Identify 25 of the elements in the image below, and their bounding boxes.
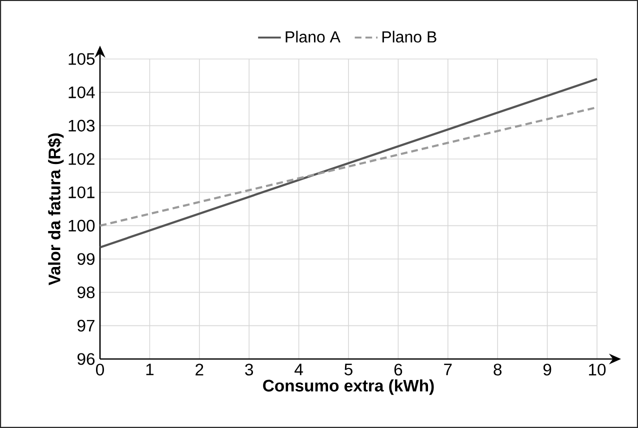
legend-label: Plano B [382,30,436,43]
y-tick-label: 105 [68,53,95,65]
x-tick-label: 10 [589,364,606,376]
x-tick-label: 8 [494,364,502,376]
x-tick-label: 6 [394,364,402,376]
y-tick-label: 103 [68,120,95,132]
y-tick-label: 104 [68,86,95,98]
x-tick-label: 1 [146,364,154,376]
y-axis-title: Valor da fatura (R$) [48,133,64,286]
x-tick-label: 2 [196,364,204,376]
x-tick-label: 7 [444,364,452,376]
y-tick-label: 96 [78,353,95,365]
x-tick-label: 5 [344,364,352,376]
x-axis-title: Consumo extra (kWh) [263,379,434,395]
y-tick-label: 99 [78,253,95,265]
y-tick-label: 100 [68,220,95,232]
y-tick-label: 97 [78,320,94,332]
y-tick-label: 101 [68,186,94,198]
x-tick-label: 3 [245,364,253,376]
legend-label: Plano A [286,30,340,43]
y-tick-label: 98 [78,286,95,298]
y-tick-label: 102 [68,153,94,165]
x-tick-label: 4 [294,364,303,376]
x-tick-label: 9 [543,364,552,376]
x-tick-label: 0 [96,364,104,376]
